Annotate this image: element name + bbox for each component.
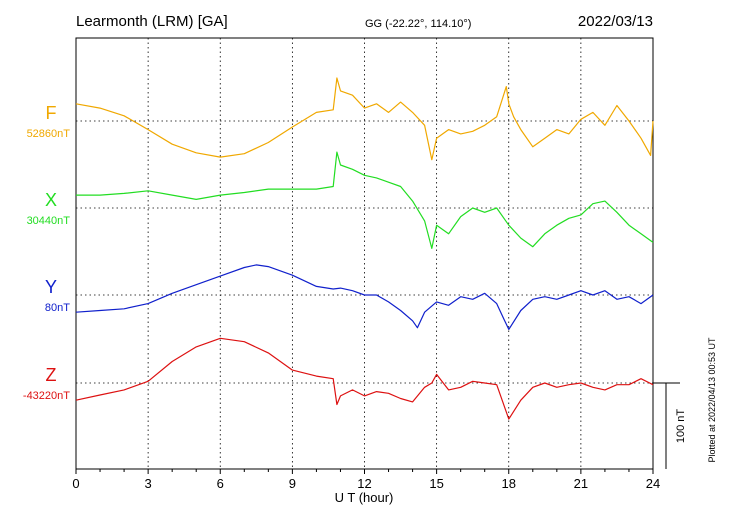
x-ticks: 0 3 6 9 12 15 18 21 24 xyxy=(72,469,660,491)
station-title: Learmonth (LRM) [GA] xyxy=(76,13,228,30)
plot-date: 2022/03/13 xyxy=(578,13,653,30)
series-name-y: Y xyxy=(45,277,57,297)
x-tick-label: 15 xyxy=(429,476,443,491)
x-axis-label: U T (hour) xyxy=(335,490,394,505)
scale-bar: 100 nT xyxy=(653,382,687,469)
series-baseline-y: 80nT xyxy=(45,302,70,314)
x-tick-label: 9 xyxy=(289,476,296,491)
series-name-z: Z xyxy=(46,365,57,385)
x-tick-label: 0 xyxy=(72,476,79,491)
traces xyxy=(75,77,654,420)
series-line-f xyxy=(75,77,654,161)
plot-frame xyxy=(75,37,654,470)
x-tick-label: 18 xyxy=(502,476,516,491)
x-tick-label: 3 xyxy=(145,476,152,491)
x-tick-label: 24 xyxy=(646,476,660,491)
series-line-x xyxy=(76,151,654,249)
series-line-z xyxy=(75,337,654,420)
series-name-x: X xyxy=(45,190,57,210)
series-name-f: F xyxy=(46,103,57,123)
series-line-y xyxy=(75,264,654,330)
x-tick-label: 6 xyxy=(217,476,224,491)
x-tick-label: 21 xyxy=(574,476,588,491)
series-baseline-x: 30440nT xyxy=(27,215,71,227)
series-baseline-f: 52860nT xyxy=(27,128,71,140)
series-baseline-z: -43220nT xyxy=(23,390,70,402)
plotted-timestamp: Plotted at 2022/04/13 00:53 UT xyxy=(707,337,717,463)
scale-bar-label: 100 nT xyxy=(675,409,687,444)
grid xyxy=(76,38,653,469)
x-tick-label: 12 xyxy=(357,476,371,491)
station-coords: GG (-22.22°, 114.10°) xyxy=(365,18,471,30)
series-labels: F 52860nT X 30440nT Y 80nT Z -43220nT xyxy=(23,103,70,402)
